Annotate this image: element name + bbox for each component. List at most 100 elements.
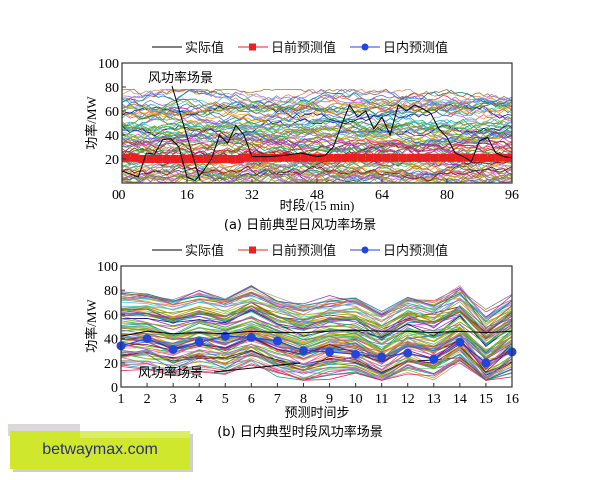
scenario-line bbox=[121, 149, 513, 167]
square-marker-icon bbox=[170, 155, 179, 163]
x-tick-label: 4 bbox=[196, 392, 203, 407]
square-marker-icon bbox=[398, 153, 407, 162]
watermark-text[interactable]: betwaymax.com bbox=[42, 441, 158, 458]
chart-b-title: (b) 日内典型时段风功率场景 bbox=[217, 424, 383, 440]
square-marker-icon bbox=[252, 153, 261, 162]
legend-line-actual-icon bbox=[151, 46, 182, 47]
y-tick-label: 80 bbox=[105, 81, 119, 96]
scenario-line bbox=[121, 140, 513, 157]
scenario-line bbox=[121, 100, 513, 124]
series-line bbox=[120, 329, 513, 337]
scenario-line bbox=[121, 165, 513, 182]
scenario-line bbox=[120, 336, 513, 370]
scenario-line bbox=[121, 88, 513, 108]
square-marker-icon bbox=[178, 155, 187, 163]
x-tick-label: 0 bbox=[119, 188, 126, 203]
scenario-line bbox=[120, 359, 513, 381]
square-marker-icon bbox=[382, 153, 391, 162]
square-marker-icon bbox=[317, 153, 326, 162]
x-tick-label: 16 bbox=[505, 392, 519, 407]
y-tick-label: 20 bbox=[105, 153, 119, 168]
square-marker-icon bbox=[243, 153, 252, 162]
x-tick-label: 14 bbox=[453, 392, 467, 407]
scenario-line bbox=[120, 297, 513, 332]
scenario-line bbox=[121, 130, 513, 153]
x-tick-label: 8 bbox=[300, 392, 307, 407]
scenario-line bbox=[121, 126, 513, 145]
chart-b-legend: 实际值 日前预测值 日内预测值 bbox=[0, 240, 600, 259]
square-marker-icon bbox=[122, 153, 131, 162]
x-tick-label: 3 bbox=[170, 392, 177, 407]
square-marker-icon bbox=[333, 153, 342, 162]
x-tick-label: 96 bbox=[505, 188, 519, 203]
scenario-line bbox=[121, 100, 513, 119]
circle-marker-icon bbox=[403, 348, 413, 358]
chart-b-xlabel: 预测时间步 bbox=[284, 406, 349, 421]
y-tick-label: 40 bbox=[105, 129, 119, 144]
square-marker-icon bbox=[406, 153, 415, 162]
x-tick-label: 2 bbox=[144, 392, 151, 407]
circle-marker-icon bbox=[325, 347, 335, 357]
series-line bbox=[121, 103, 513, 182]
legend-line-actual-icon bbox=[151, 249, 182, 250]
chart-a-title: (a) 日前典型日风功率场景 bbox=[224, 217, 376, 233]
square-marker-icon bbox=[479, 153, 488, 162]
scenario-line bbox=[121, 152, 513, 180]
x-tick-label: 48 bbox=[310, 188, 324, 203]
square-marker-icon bbox=[430, 153, 439, 162]
legend-label-intraday: 日内预测值 bbox=[383, 244, 449, 259]
scenario-line bbox=[122, 88, 513, 111]
scenario-line bbox=[120, 358, 513, 381]
scenario-line bbox=[121, 127, 513, 154]
square-marker-icon bbox=[292, 153, 301, 162]
scenario-line bbox=[120, 345, 513, 378]
chart-b-plot-frame bbox=[120, 265, 513, 388]
legend-label-actual: 实际值 bbox=[184, 244, 224, 259]
legend-item-actual: 实际值 bbox=[151, 37, 224, 56]
scenario-line bbox=[121, 131, 513, 152]
square-marker-icon bbox=[211, 155, 220, 163]
scenario-line bbox=[121, 103, 513, 125]
x-tick-label: 15 bbox=[479, 392, 493, 407]
square-marker-icon bbox=[154, 155, 163, 163]
chart-a-annotation: 风功率场景 bbox=[148, 70, 213, 86]
square-marker-icon bbox=[325, 153, 334, 162]
circle-marker-icon bbox=[377, 352, 387, 362]
x-tick-label: 11 bbox=[375, 392, 388, 407]
x-tick-label: 1 bbox=[118, 392, 125, 407]
origin-label: 0 bbox=[112, 188, 119, 203]
square-marker-icon bbox=[495, 153, 504, 162]
square-marker-icon bbox=[138, 155, 147, 163]
square-marker-icon bbox=[203, 155, 212, 163]
x-tick-label: 13 bbox=[427, 392, 441, 407]
legend-item-day-ahead: 日前预测值 bbox=[237, 240, 336, 259]
circle-marker-icon bbox=[272, 336, 282, 346]
y-tick-label: 40 bbox=[104, 333, 118, 348]
chart-b-annotation-leader bbox=[213, 362, 301, 373]
chart-a-legend: 实际值 日前预测值 日内预测值 bbox=[0, 37, 600, 56]
x-tick-label: 5 bbox=[222, 392, 229, 407]
chart-b-scenario-lines bbox=[120, 284, 513, 381]
square-marker-icon bbox=[187, 155, 196, 163]
y-tick-label: 60 bbox=[105, 105, 119, 120]
y-tick-label: 60 bbox=[104, 308, 118, 323]
square-marker-icon bbox=[308, 153, 317, 162]
scenario-line bbox=[120, 357, 513, 381]
series-line bbox=[120, 335, 513, 364]
scenario-line bbox=[120, 327, 513, 351]
legend-square-marker-icon bbox=[237, 246, 268, 253]
circle-marker-icon bbox=[168, 344, 178, 354]
scenario-line bbox=[120, 315, 513, 344]
scenario-line bbox=[121, 137, 513, 158]
square-marker-icon bbox=[487, 153, 496, 162]
square-marker-icon bbox=[455, 153, 464, 162]
y-tick-label: 0 bbox=[111, 381, 118, 396]
scenario-line bbox=[120, 289, 513, 317]
scenario-line bbox=[121, 116, 513, 139]
square-marker-icon bbox=[276, 153, 285, 162]
chart-a-scenario-lines bbox=[121, 88, 513, 183]
y-tick-label: 20 bbox=[104, 357, 118, 372]
chart-b-annotation: 风功率场景 bbox=[138, 365, 203, 381]
